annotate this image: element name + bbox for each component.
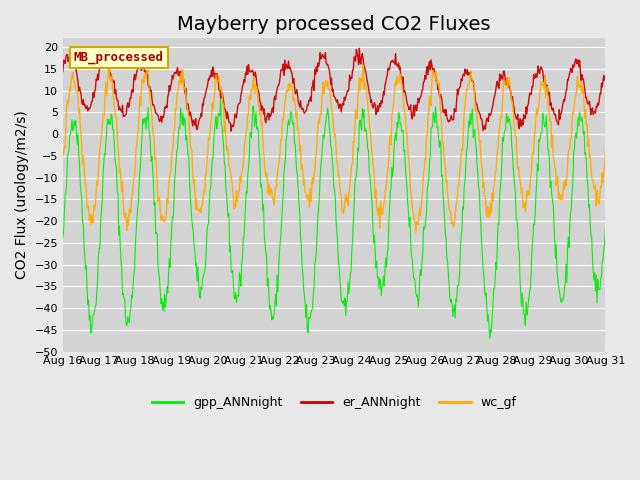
er_ANNnight — [356, 46, 364, 51]
gpp_ANNnight — [234, 292, 242, 298]
er_ANNnight — [263, 115, 271, 120]
wc_gf — [59, 152, 67, 158]
Line: er_ANNnight: er_ANNnight — [63, 48, 640, 131]
Line: gpp_ANNnight: gpp_ANNnight — [63, 98, 640, 338]
er_ANNnight — [637, 72, 640, 78]
wc_gf — [412, 229, 420, 235]
er_ANNnight — [234, 102, 242, 108]
gpp_ANNnight — [445, 282, 453, 288]
wc_gf — [234, 195, 242, 201]
gpp_ANNnight — [637, 226, 640, 232]
er_ANNnight — [59, 69, 67, 74]
wc_gf — [637, 154, 640, 159]
gpp_ANNnight — [263, 253, 271, 259]
er_ANNnight — [413, 102, 421, 108]
er_ANNnight — [285, 58, 292, 64]
Text: MB_processed: MB_processed — [74, 51, 164, 64]
gpp_ANNnight — [127, 306, 134, 312]
Line: wc_gf: wc_gf — [63, 65, 640, 232]
gpp_ANNnight — [59, 235, 67, 240]
wc_gf — [446, 208, 454, 214]
gpp_ANNnight — [285, 117, 292, 123]
er_ANNnight — [227, 128, 235, 134]
Y-axis label: CO2 Flux (urology/m2/s): CO2 Flux (urology/m2/s) — [15, 110, 29, 279]
wc_gf — [128, 195, 136, 201]
gpp_ANNnight — [413, 294, 420, 300]
er_ANNnight — [446, 119, 454, 124]
Legend: gpp_ANNnight, er_ANNnight, wc_gf: gpp_ANNnight, er_ANNnight, wc_gf — [147, 391, 522, 414]
wc_gf — [285, 82, 292, 87]
Title: Mayberry processed CO2 Fluxes: Mayberry processed CO2 Fluxes — [177, 15, 491, 34]
gpp_ANNnight — [217, 95, 225, 101]
wc_gf — [105, 62, 113, 68]
er_ANNnight — [127, 96, 134, 101]
gpp_ANNnight — [486, 335, 493, 341]
wc_gf — [413, 219, 421, 225]
wc_gf — [263, 170, 271, 176]
